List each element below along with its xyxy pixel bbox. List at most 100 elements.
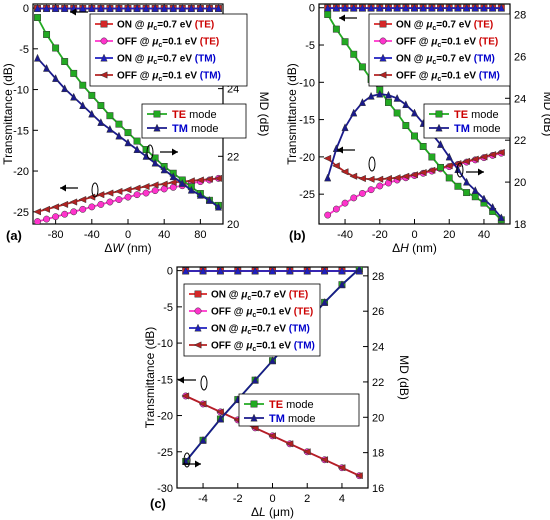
- legend-post: =0.1 eV: [441, 71, 479, 82]
- legend-mu: μ: [425, 54, 432, 65]
- series-point-2: [199, 267, 207, 275]
- series-point-1: [88, 203, 96, 211]
- series-point-3: [198, 400, 207, 408]
- series-point-3: [366, 175, 375, 183]
- axis-arrow-1-head: [337, 146, 343, 154]
- legend-tag: (TM): [479, 71, 500, 82]
- series-point-5: [160, 165, 168, 174]
- x-axis-label-delta: Δ: [104, 241, 112, 255]
- series-point-5: [151, 158, 159, 167]
- x-tick-label: 0: [125, 229, 131, 241]
- legend2-marker: [153, 110, 161, 118]
- series-point-4: [79, 81, 87, 89]
- series-point-4: [52, 44, 60, 52]
- legend-mu: μ: [425, 20, 432, 31]
- series-point-5: [115, 131, 123, 140]
- y-tick-label: -10: [299, 77, 315, 89]
- legend-marker: [194, 323, 202, 332]
- legend2-tag: TE: [172, 109, 186, 121]
- y2-tick-label: 24: [514, 93, 526, 105]
- legend-pre: ON @: [211, 324, 241, 335]
- series-point-4: [97, 102, 105, 109]
- series-point-2: [480, 4, 488, 12]
- series-point-2: [497, 4, 505, 12]
- series-point-1: [376, 182, 384, 190]
- series-point-5: [214, 202, 223, 211]
- series-point-3: [186, 177, 195, 185]
- legend2-entry: TM mode: [172, 123, 218, 135]
- series-point-2: [454, 4, 462, 12]
- series-point-1: [358, 189, 366, 197]
- legend-marker: [100, 20, 108, 28]
- series-point-2: [321, 267, 329, 275]
- legend-entry: ON @ μc=0.7 eV (TM): [211, 324, 310, 337]
- x-axis-label-var: W: [112, 241, 125, 255]
- legend-box: [183, 283, 321, 357]
- series-point-2: [178, 4, 186, 12]
- series-point-4: [142, 146, 150, 153]
- series-point-1: [115, 196, 123, 204]
- series-point-2: [471, 4, 479, 12]
- series-point-4: [437, 163, 444, 171]
- series-point-4: [324, 11, 332, 18]
- legend2-rest: mode: [186, 109, 217, 121]
- axis-arrow-2-head: [172, 148, 178, 156]
- y-tick-label: -15: [13, 125, 29, 137]
- legend-entry: OFF @ μc=0.1 eV (TE): [211, 307, 313, 320]
- series-point-4: [332, 25, 340, 33]
- legend-sub: c: [432, 59, 436, 66]
- series-point-2: [61, 4, 69, 12]
- series-point-4: [124, 129, 132, 137]
- series-point-3: [320, 456, 329, 464]
- legend-mu: μ: [146, 20, 153, 31]
- series-point-1: [106, 198, 114, 206]
- series-point-5: [445, 152, 453, 161]
- legend-pre: ON @: [117, 20, 147, 31]
- series-point-4: [385, 99, 392, 106]
- series-point-4: [88, 91, 96, 99]
- legend-marker: [379, 53, 387, 62]
- legend2-marker: [435, 123, 443, 132]
- legend-sub: c: [158, 42, 162, 49]
- series-point-2: [160, 4, 168, 12]
- series-point-1: [133, 191, 141, 199]
- y2-tick-label: 20: [514, 177, 526, 189]
- series-point-5: [169, 172, 177, 181]
- series-point-5: [133, 145, 141, 153]
- series-point-2: [376, 4, 384, 12]
- series-point-1: [43, 215, 51, 223]
- series-point-2: [187, 4, 195, 12]
- series-point-4: [133, 137, 141, 145]
- x-tick-label: 2: [304, 493, 310, 505]
- series-point-1: [341, 199, 349, 207]
- legend-sub: c: [252, 346, 256, 353]
- series-point-5: [251, 375, 259, 384]
- series-point-5: [402, 100, 410, 109]
- series-point-2: [367, 4, 375, 12]
- x-tick-label: 0: [411, 229, 417, 241]
- series-point-3: [51, 203, 60, 211]
- series-group: [33, 4, 223, 224]
- legend-post: =0.1 eV: [256, 341, 294, 352]
- legend-tag: (TM): [294, 341, 315, 352]
- series-point-4: [419, 143, 427, 150]
- series-point-2: [489, 4, 497, 12]
- series-point-1: [70, 208, 78, 216]
- legend-marker: [194, 290, 202, 298]
- legend-entry: OFF @ μc=0.1 eV (TE): [117, 37, 219, 50]
- y-tick-label: -30: [157, 483, 173, 495]
- x-tick-label: 4: [339, 493, 345, 505]
- legend-pre: OFF @: [211, 341, 246, 352]
- legend-post: =0.7 eV: [251, 324, 289, 335]
- series-point-5: [497, 213, 505, 222]
- legend-tag: (TE): [479, 37, 498, 48]
- series-point-2: [303, 267, 311, 275]
- series-group: [181, 267, 363, 480]
- series-point-4: [34, 14, 41, 21]
- legend2-entry: TE mode: [172, 109, 217, 121]
- y2-tick-label: 20: [227, 219, 239, 231]
- series-point-3: [150, 181, 159, 189]
- y-tick-label: -15: [157, 374, 173, 386]
- legend-marker: [378, 71, 387, 79]
